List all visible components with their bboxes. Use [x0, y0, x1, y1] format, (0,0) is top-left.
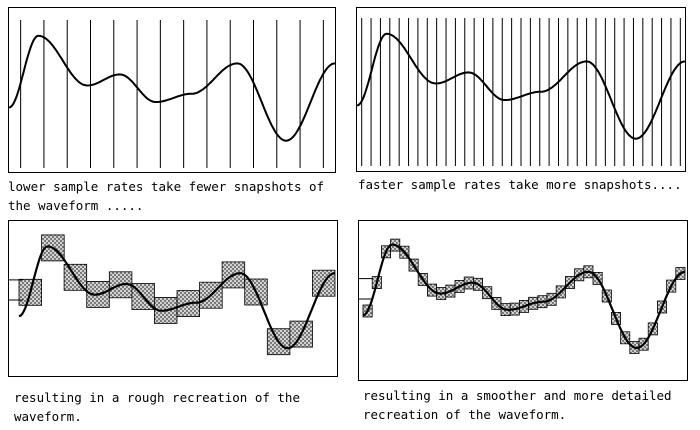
low-rate-waveform [9, 34, 336, 142]
high-rate-sampling-diagram [357, 18, 686, 166]
low-rate-caption: lower sample rates take fewer snapshots … [8, 179, 325, 213]
high-rate-caption: faster sample rates take more snapshots.… [358, 177, 682, 192]
low-rate-sampling-diagram [9, 20, 336, 168]
smooth-recreation-caption: resulting in a smoother and more detaile… [363, 388, 672, 422]
high-rate-waveform [357, 32, 686, 140]
smooth-recreation-panel [358, 220, 688, 381]
low-rate-sampling-panel [8, 7, 336, 173]
rough-waveform [18, 245, 336, 350]
high-rate-sampling-panel [356, 7, 686, 172]
rough-recreation-panel [8, 220, 338, 377]
smooth-waveform [362, 243, 686, 350]
smooth-recreation-diagram [359, 238, 686, 354]
rough-recreation-diagram [9, 234, 336, 356]
rough-recreation-caption: resulting in a rough recreation of the w… [14, 390, 300, 424]
